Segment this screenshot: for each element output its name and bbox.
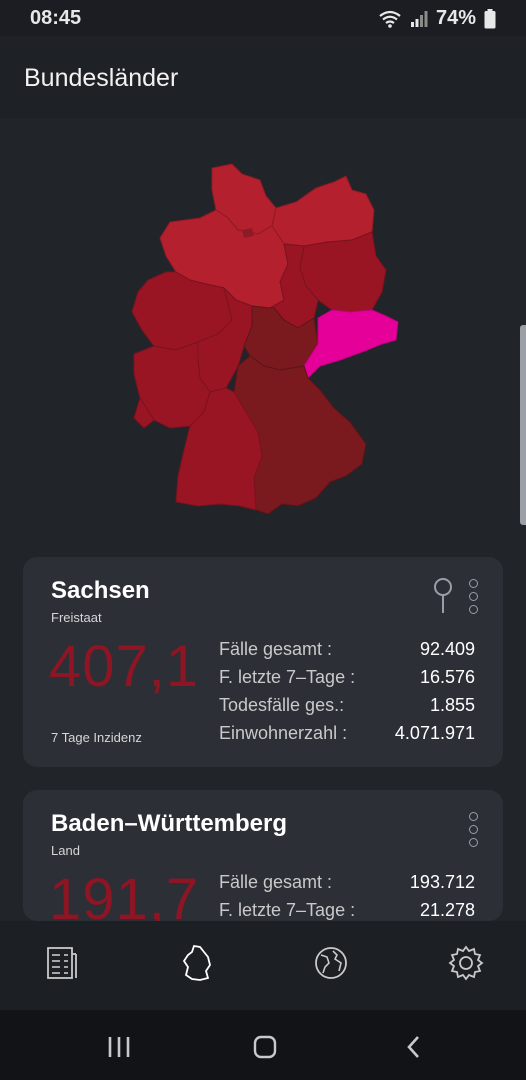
more-options-icon[interactable] [469, 812, 479, 851]
state-kind: Freistaat [51, 610, 102, 625]
stat-label: Einwohnerzahl : [219, 723, 348, 743]
stat-row: Todesfälle ges.: 1.855 [219, 695, 475, 723]
state-sachsen[interactable] [303, 309, 399, 379]
incidence-value: 407,1 [49, 634, 200, 699]
back-icon[interactable] [402, 1034, 426, 1060]
bottom-navigation [0, 921, 526, 1010]
page-title: Bundesländer [24, 64, 179, 92]
state-name: Sachsen [51, 577, 150, 604]
state-saarland[interactable] [133, 396, 155, 429]
home-icon[interactable] [252, 1034, 278, 1060]
state-card[interactable]: Baden–Württemberg Land 191,7 Fälle gesam… [23, 790, 503, 921]
wifi-icon [379, 10, 401, 28]
state-card[interactable]: Sachsen Freistaat 407,1 7 Tage Inzidenz … [23, 557, 503, 767]
stat-value: 92.409 [419, 639, 475, 659]
system-navigation [0, 1010, 526, 1080]
battery-icon [484, 8, 496, 28]
stat-row: Fälle gesamt : 193.712 [219, 872, 475, 900]
stat-label: Fälle gesamt : [219, 872, 333, 892]
news-icon[interactable] [42, 943, 82, 983]
battery-percent: 74% [435, 7, 476, 29]
state-mecklenburg-vorpommern[interactable] [271, 175, 375, 247]
globe-icon[interactable] [311, 943, 351, 983]
stat-label: F. letzte 7–Tage : [219, 900, 356, 920]
state-kind: Land [51, 843, 80, 858]
stat-value: 21.278 [419, 900, 475, 920]
stats-table: Fälle gesamt : 92.409 F. letzte 7–Tage : 1… [219, 639, 475, 751]
pin-icon[interactable] [431, 577, 455, 617]
stats-table: Fälle gesamt : 193.712 F. letzte 7–Tage :… [219, 872, 475, 921]
stat-row: F. letzte 7–Tage : 16.576 [219, 667, 475, 695]
stat-label: Todesfälle ges.: [219, 695, 345, 715]
stat-row: F. letzte 7–Tage : 21.278 [219, 900, 475, 921]
stat-value: 1.855 [429, 695, 475, 715]
signal-icon [410, 10, 428, 27]
incidence-value: 191,7 [49, 867, 200, 921]
stat-value: 16.576 [419, 667, 475, 687]
app-bar: Bundesländer [0, 36, 526, 118]
stat-row: Einwohnerzahl : 4.071.971 [219, 723, 475, 751]
more-options-icon[interactable] [469, 579, 479, 618]
status-time: 08:45 [30, 7, 82, 29]
status-bar: 08:45 74% [0, 0, 526, 36]
incidence-label: 7 Tage Inzidenz [51, 730, 142, 745]
state-name: Baden–Württemberg [51, 810, 288, 837]
settings-icon[interactable] [446, 943, 486, 983]
recent-apps-icon[interactable] [106, 1035, 132, 1059]
scrollbar[interactable] [520, 325, 526, 525]
germany-map[interactable] [120, 160, 410, 530]
germany-icon[interactable] [178, 943, 218, 983]
stat-label: Fälle gesamt : [219, 639, 333, 659]
stat-value: 193.712 [409, 872, 475, 892]
stat-row: Fälle gesamt : 92.409 [219, 639, 475, 667]
state-baden-wuerttemberg[interactable] [175, 387, 263, 511]
stat-label: F. letzte 7–Tage : [219, 667, 356, 687]
stat-value: 4.071.971 [394, 723, 475, 743]
